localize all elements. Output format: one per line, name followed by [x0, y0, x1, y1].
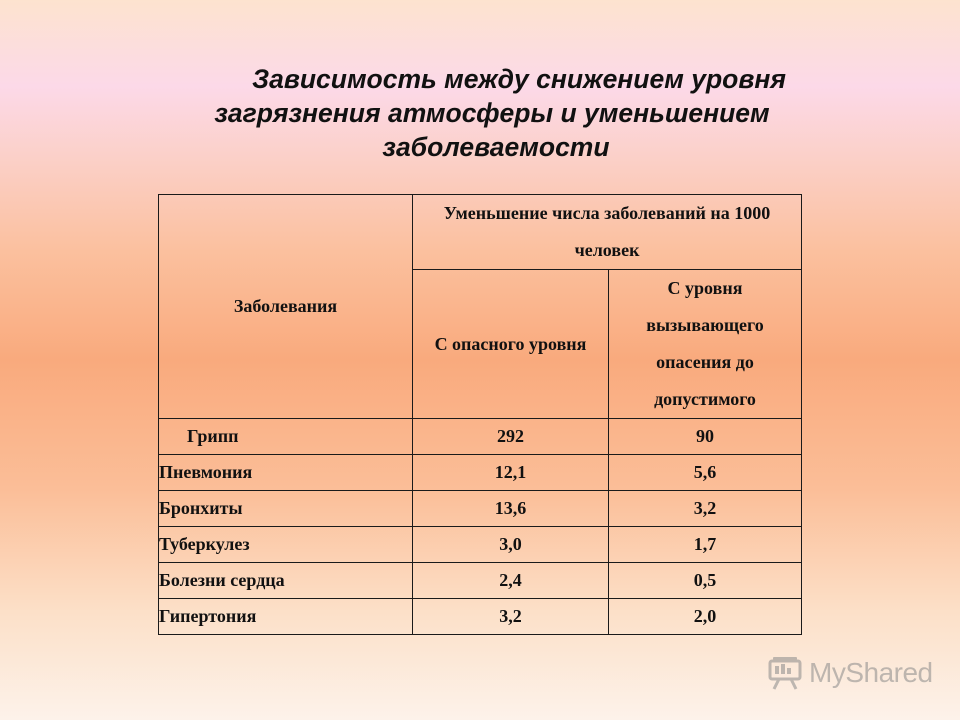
value-from-dangerous: 3,0 — [412, 526, 609, 563]
title-line: загрязнения атмосферы и уменьшением — [214, 98, 770, 128]
title-line: заболеваемости — [382, 132, 610, 162]
morbidity-table: Заболевания Уменьшение числа заболеваний… — [158, 194, 803, 635]
presentation-board-icon — [767, 655, 803, 691]
watermark-logo: MyShared — [767, 652, 933, 694]
slide-title: Зависимость между снижением уровня загря… — [100, 62, 900, 164]
value-to-acceptable: 3,2 — [607, 490, 803, 527]
value-from-dangerous: 3,2 — [412, 598, 609, 635]
disease-name: Болезни сердца — [158, 562, 413, 599]
value-to-acceptable: 0,5 — [607, 562, 803, 599]
header-from-concerning-to-acceptable: С уровня вызывающего опасения до допусти… — [607, 269, 803, 419]
disease-name: Грипп — [158, 418, 413, 455]
table-header-row: Заболевания Уменьшение числа заболеваний… — [158, 194, 803, 419]
header-from-dangerous-level: С опасного уровня — [412, 269, 609, 419]
value-to-acceptable: 1,7 — [607, 526, 803, 563]
header-group: Уменьшение числа заболеваний на 1000 чел… — [411, 194, 803, 270]
disease-name: Пневмония — [158, 454, 413, 491]
table-row: Гипертония 3,2 2,0 — [158, 598, 803, 635]
title-line: Зависимость между снижением уровня — [252, 64, 786, 94]
disease-name: Туберкулез — [158, 526, 413, 563]
watermark-text: MyShared — [809, 657, 933, 688]
table-row: Бронхиты 13,6 3,2 — [158, 490, 803, 527]
table-row: Пневмония 12,1 5,6 — [158, 454, 803, 491]
table-subheader-row: С опасного уровня С уровня вызывающего о… — [159, 269, 803, 419]
value-from-dangerous: 2,4 — [412, 562, 609, 599]
value-from-dangerous: 12,1 — [412, 454, 609, 491]
value-to-acceptable: 90 — [607, 418, 803, 455]
disease-name: Бронхиты — [158, 490, 413, 527]
value-to-acceptable: 5,6 — [607, 454, 803, 491]
value-to-acceptable: 2,0 — [607, 598, 803, 635]
header-disease: Заболевания — [158, 194, 413, 419]
value-from-dangerous: 13,6 — [412, 490, 609, 527]
value-from-dangerous: 292 — [412, 418, 609, 455]
table-row: Грипп 292 90 — [158, 418, 803, 455]
table-row: Болезни сердца 2,4 0,5 — [158, 562, 803, 599]
disease-name: Гипертония — [158, 598, 413, 635]
table-row: Туберкулез 3,0 1,7 — [158, 526, 803, 563]
